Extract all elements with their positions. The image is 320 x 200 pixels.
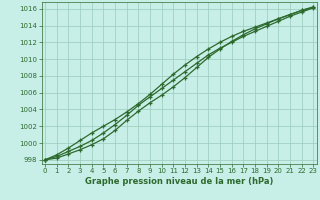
X-axis label: Graphe pression niveau de la mer (hPa): Graphe pression niveau de la mer (hPa) [85, 177, 273, 186]
